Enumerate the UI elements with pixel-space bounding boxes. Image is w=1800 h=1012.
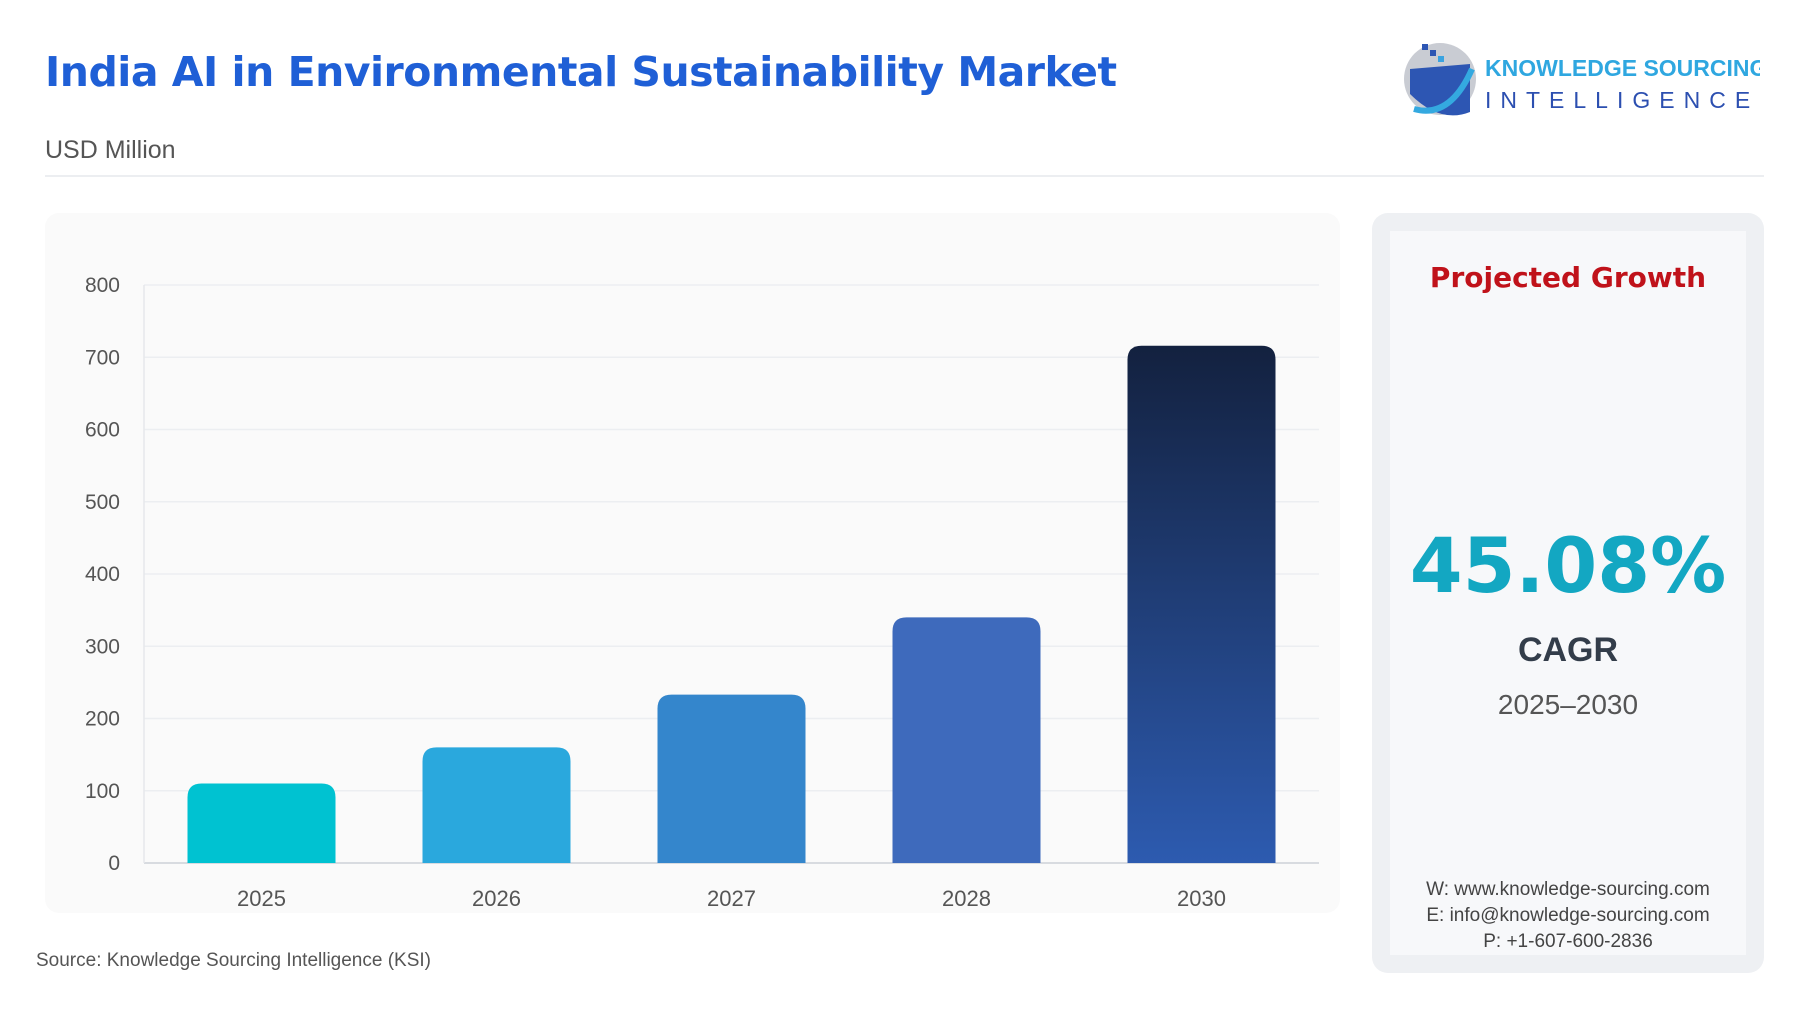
growth-panel: Projected Growth 45.08% CAGR 2025–2030 W… [1372,213,1764,973]
bar-2028 [892,617,1041,863]
logo-line1: KNOWLEDGE SOURCING [1485,55,1760,81]
cagr-label: CAGR [1517,631,1619,669]
y-tick-label: 100 [85,780,120,803]
y-tick-label: 200 [85,708,120,731]
cagr-value: 45.08% [1409,521,1727,610]
phone-text: P: +1-607-600-2836 [1483,931,1653,952]
x-tick-label: 2027 [707,886,756,911]
logo-line2: INTELLIGENCE [1485,87,1759,113]
y-tick-label: 500 [85,491,120,514]
projected-growth-heading: Projected Growth [1429,261,1707,294]
y-tick-label: 400 [85,563,120,586]
logo-icon: KNOWLEDGE SOURCING INTELLIGENCE [1404,43,1767,116]
bar-2026 [422,747,571,863]
bar-2025 [187,783,336,863]
cagr-period: 2025–2030 [1497,689,1639,720]
company-logo: KNOWLEDGE SOURCING INTELLIGENCE [1400,24,1767,124]
y-tick-label: 700 [85,346,120,369]
x-tick-label: 2026 [472,886,521,911]
y-tick-label: 800 [85,274,120,297]
website-link[interactable]: W: www.knowledge-sourcing.com [1426,879,1710,900]
page-title: India AI in Environmental Sustainability… [45,48,1117,96]
bar-2027 [657,694,806,863]
y-tick-label: 0 [108,852,120,875]
x-tick-label: 2028 [942,886,991,911]
email-link[interactable]: E: info@knowledge-sourcing.com [1426,905,1710,926]
contact-info: W: www.knowledge-sourcing.com E: info@kn… [1390,877,1746,955]
source-note: Source: Knowledge Sourcing Intelligence … [36,950,432,971]
y-tick-label: 300 [85,635,120,658]
unit-label: USD Million [45,136,176,164]
divider [45,175,1764,177]
x-tick-label: 2025 [237,886,286,911]
x-tick-label: 2030 [1177,886,1226,911]
bar-2030 [1127,345,1276,863]
y-tick-label: 600 [85,419,120,442]
